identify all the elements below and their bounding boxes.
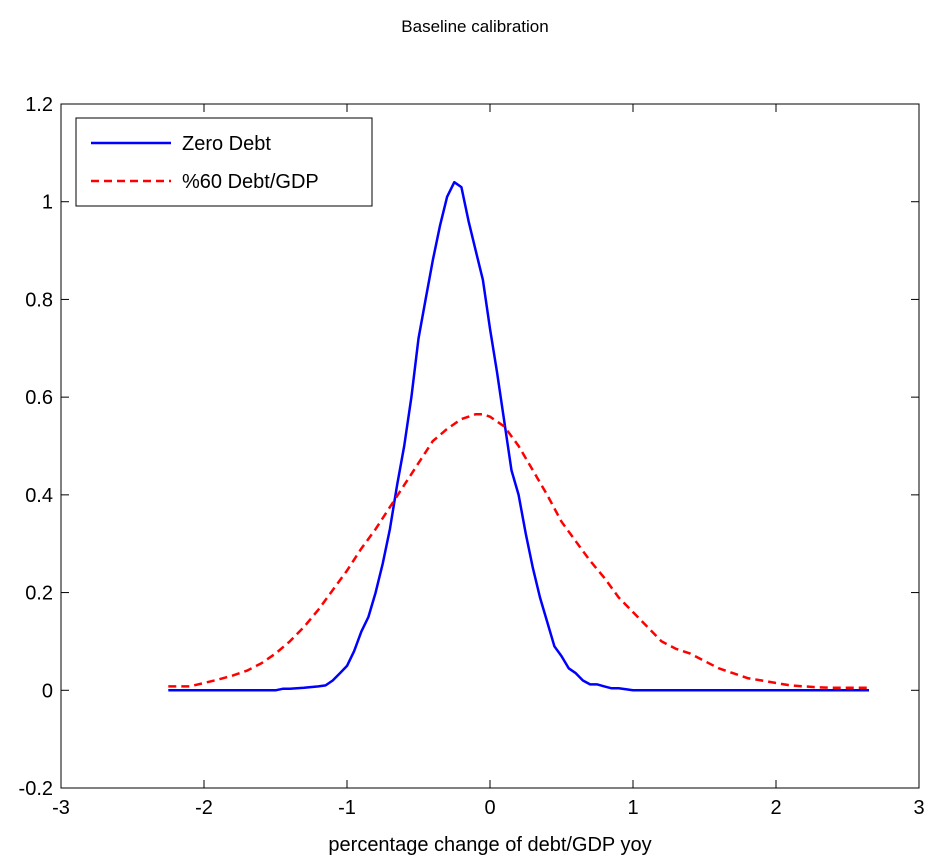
x-tick-label: -1: [338, 797, 356, 819]
plot-area: [60, 103, 920, 789]
y-tick-label: 0: [42, 680, 53, 702]
series-line-60-debt-gdp: [168, 412, 869, 690]
legend: Zero Debt %60 Debt/GDP: [75, 117, 373, 207]
x-tick-label: 1: [627, 797, 638, 819]
axis-ticks: -3 -2 -1 0 1 2 3 -0.2 0 0.2 0.4 0.6 0.8 1 1.2: [19, 94, 925, 819]
legend-box: [75, 117, 373, 207]
x-tick-label: -3: [52, 797, 70, 819]
series-lines: [168, 180, 869, 692]
x-tick-label: 0: [484, 797, 495, 819]
y-tick-label: 0.2: [25, 583, 53, 605]
series-line-zero-debt: [168, 180, 869, 692]
y-tick-label: 0.4: [25, 485, 53, 507]
y-tick-label: 1.2: [25, 94, 53, 116]
y-tick-label: 1: [42, 192, 53, 214]
x-tick-label: 2: [770, 797, 781, 819]
y-tick-label: 0.8: [25, 289, 53, 311]
x-tick-label: 3: [913, 797, 924, 819]
x-axis-label: percentage change of debt/GDP yoy: [328, 834, 651, 856]
legend-label-zero-debt: Zero Debt: [182, 133, 271, 155]
legend-label-60-debt-gdp: %60 Debt/GDP: [182, 171, 319, 193]
y-tick-label: 0.6: [25, 387, 53, 409]
x-tick-label: -2: [195, 797, 213, 819]
chart-title: Baseline calibration: [401, 17, 548, 36]
axes-box: [60, 103, 920, 789]
y-tick-label: -0.2: [19, 778, 53, 800]
